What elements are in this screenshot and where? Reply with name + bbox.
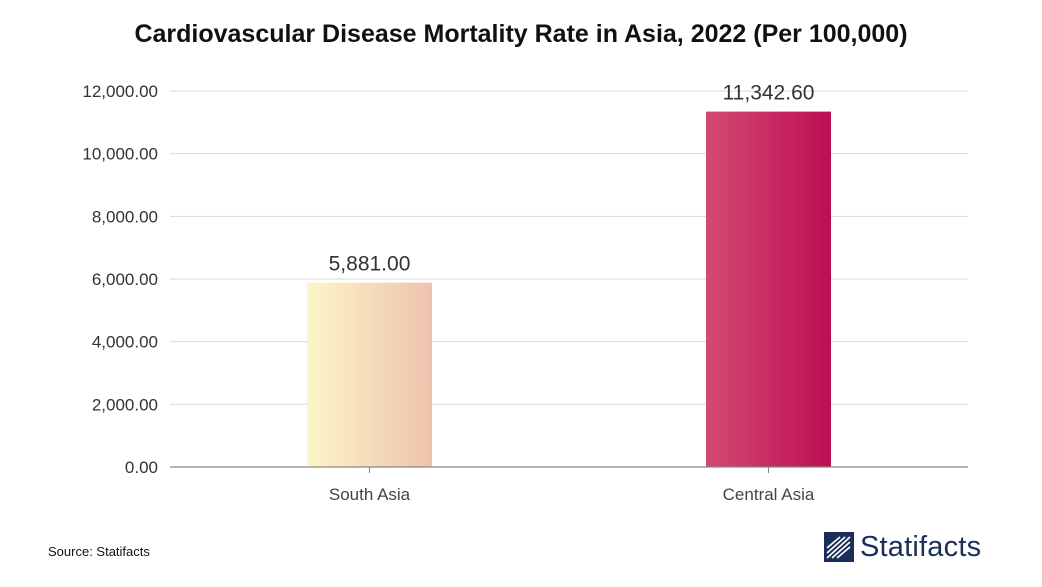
- y-tick-label: 12,000.00: [82, 82, 158, 101]
- y-tick-label: 6,000.00: [92, 270, 158, 289]
- bar-central-asia: [706, 111, 831, 467]
- bars: [307, 111, 831, 467]
- x-category-label: Central Asia: [723, 485, 815, 504]
- y-tick-label: 8,000.00: [92, 207, 158, 226]
- y-tick-label: 2,000.00: [92, 395, 158, 414]
- bar-south-asia: [307, 282, 432, 467]
- chart-title: Cardiovascular Disease Mortality Rate in…: [134, 20, 908, 48]
- x-category-label: South Asia: [329, 485, 411, 504]
- grid-lines: [170, 90, 968, 405]
- brand-name: Statifacts: [860, 530, 982, 563]
- bar-value-label: 5,881.00: [329, 253, 411, 276]
- y-tick-label: 10,000.00: [82, 145, 158, 164]
- source-note: Source: Statifacts: [48, 544, 150, 559]
- statifacts-logo-icon: [824, 532, 854, 562]
- x-axis-category-labels: South Asia Central Asia: [329, 485, 815, 504]
- data-labels: 5,881.00 11,342.60: [329, 82, 815, 276]
- y-tick-label: 4,000.00: [92, 333, 158, 352]
- bar-value-label: 11,342.60: [723, 82, 815, 105]
- x-axis: [170, 466, 968, 473]
- y-tick-label: 0.00: [125, 458, 158, 477]
- brand-logo: Statifacts: [824, 530, 981, 564]
- y-axis-tick-labels: 0.00 2,000.00 4,000.00 6,000.00 8,000.00 10,0…: [82, 82, 158, 477]
